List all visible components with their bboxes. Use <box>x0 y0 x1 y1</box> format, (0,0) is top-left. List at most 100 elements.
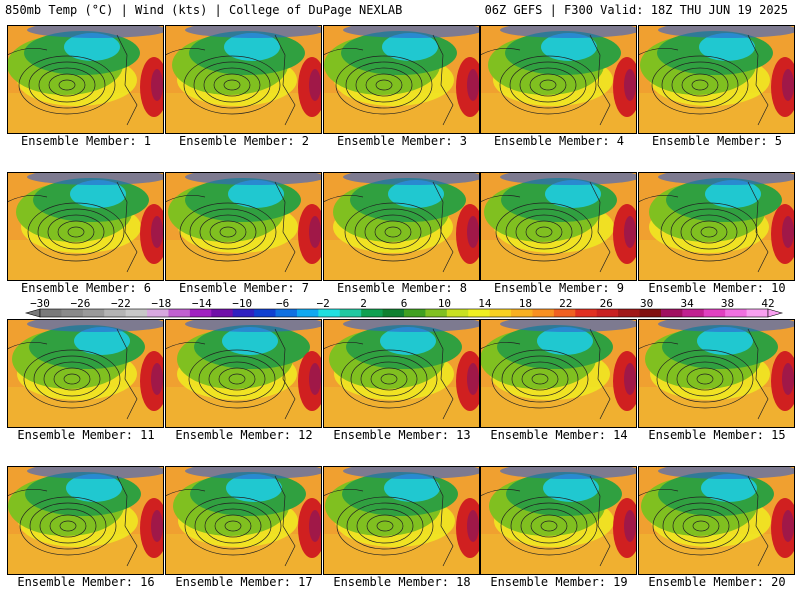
colorbar-swatch <box>553 309 576 317</box>
colorbar-tick-label: 26 <box>600 299 613 310</box>
colorbar-swatch <box>61 309 84 317</box>
ensemble-member-map <box>165 172 322 281</box>
ensemble-member-label: Ensemble Member: 3 <box>336 134 468 148</box>
colorbar-swatch <box>489 309 512 317</box>
temperature-map <box>165 172 322 281</box>
ensemble-member-map <box>7 466 164 575</box>
temperature-map <box>480 172 637 281</box>
colorbar-tick-label: 10 <box>438 299 451 310</box>
colorbar-swatch <box>125 309 148 317</box>
ensemble-member-label: Ensemble Member: 15 <box>648 428 786 442</box>
temperature-map <box>7 319 164 428</box>
ensemble-member-map <box>480 25 637 134</box>
colorbar-swatch <box>725 309 747 317</box>
temperature-map <box>323 172 480 281</box>
temperature-map <box>638 466 795 575</box>
colorbar-swatch <box>511 309 533 317</box>
temperature-map <box>480 319 637 428</box>
colorbar-swatch <box>318 309 341 317</box>
ensemble-member-label: Ensemble Member: 1 <box>20 134 152 148</box>
colorbar-swatch <box>211 309 234 317</box>
temperature-map <box>165 25 322 134</box>
header-title: 850mb Temp (°C) | Wind (kts) | College o… <box>5 3 403 17</box>
ensemble-member-label: Ensemble Member: 6 <box>20 281 152 295</box>
colorbar-tick-label: −6 <box>276 299 289 310</box>
colorbar-arrow-high <box>767 308 784 318</box>
colorbar-tick-label: −18 <box>151 299 171 310</box>
colorbar-swatch <box>147 309 169 317</box>
colorbar-tick-label: −2 <box>316 299 329 310</box>
ensemble-member-label: Ensemble Member: 14 <box>490 428 628 442</box>
ensemble-member-map <box>7 319 164 428</box>
colorbar-swatch <box>703 309 726 317</box>
ensemble-member-map <box>638 25 795 134</box>
ensemble-member-map <box>480 466 637 575</box>
colorbar-swatch <box>189 309 212 317</box>
colorbar-swatch <box>575 309 598 317</box>
ensemble-member-map <box>323 172 480 281</box>
colorbar-tick-label: −30 <box>30 299 50 310</box>
ensemble-member-label: Ensemble Member: 13 <box>333 428 471 442</box>
ensemble-member-label: Ensemble Member: 7 <box>178 281 310 295</box>
temperature-map <box>165 466 322 575</box>
temperature-map <box>7 466 164 575</box>
ensemble-member-map <box>323 319 480 428</box>
colorbar-tick-label: 34 <box>680 299 694 310</box>
colorbar-swatch <box>746 309 769 317</box>
colorbar-swatch <box>296 309 319 317</box>
colorbar-tick-label: −22 <box>111 299 131 310</box>
ensemble-member-map <box>165 25 322 134</box>
colorbar-tick-label: 14 <box>478 299 492 310</box>
colorbar-tick-label: −10 <box>232 299 252 310</box>
ensemble-member-label: Ensemble Member: 16 <box>17 575 155 589</box>
ensemble-member-label: Ensemble Member: 4 <box>493 134 625 148</box>
colorbar-tick-label: 38 <box>721 299 734 310</box>
colorbar-swatch <box>382 309 405 317</box>
ensemble-member-label: Ensemble Member: 11 <box>17 428 155 442</box>
colorbar-swatch <box>40 309 62 317</box>
colorbar-tick-label: 18 <box>519 299 532 310</box>
colorbar-swatch <box>660 309 683 317</box>
color-scale-bar: −30 −26 −22 −18 −14 −10 −6 −2 2 6 10 14 18 22 26 30 34 38… <box>24 299 784 318</box>
colorbar-tick-label: 2 <box>360 299 367 310</box>
temperature-map <box>638 319 795 428</box>
ensemble-member-map <box>7 25 164 134</box>
ensemble-member-label: Ensemble Member: 2 <box>178 134 310 148</box>
colorbar-swatch <box>254 309 276 317</box>
colorbar-swatch <box>168 309 191 317</box>
temperature-map <box>638 25 795 134</box>
colorbar-swatch <box>618 309 640 317</box>
colorbar-tick-label: 6 <box>401 299 408 310</box>
colorbar-swatch <box>275 309 298 317</box>
ensemble-member-map <box>638 172 795 281</box>
ensemble-member-map <box>323 466 480 575</box>
colorbar-swatch <box>361 309 383 317</box>
ensemble-member-map <box>165 319 322 428</box>
temperature-map <box>7 25 164 134</box>
colorbar-swatch <box>82 309 105 317</box>
colorbar-tick-label: −26 <box>71 299 91 310</box>
temperature-map <box>323 25 480 134</box>
colorbar-swatch <box>639 309 662 317</box>
ensemble-member-label: Ensemble Member: 17 <box>175 575 313 589</box>
temperature-map <box>480 25 637 134</box>
colorbar-swatch <box>425 309 448 317</box>
colorbar-swatch <box>404 309 426 317</box>
temperature-map <box>165 319 322 428</box>
header-run-info: 06Z GEFS | F300 Valid: 18Z THU JUN 19 20… <box>484 3 788 17</box>
colorbar-swatch <box>468 309 491 317</box>
ensemble-member-label: Ensemble Member: 18 <box>333 575 471 589</box>
ensemble-member-label: Ensemble Member: 19 <box>490 575 628 589</box>
colorbar-swatch <box>532 309 555 317</box>
temperature-map <box>323 319 480 428</box>
colorbar-swatch <box>682 309 705 317</box>
temperature-map <box>323 466 480 575</box>
temperature-map <box>480 466 637 575</box>
colorbar-tick-label: 42 <box>761 299 774 310</box>
ensemble-member-label: Ensemble Member: 8 <box>336 281 468 295</box>
temperature-map <box>7 172 164 281</box>
colorbar-tick-label: 30 <box>640 299 653 310</box>
colorbar-tick-label: 22 <box>559 299 572 310</box>
ensemble-member-map <box>480 172 637 281</box>
ensemble-member-label: Ensemble Member: 9 <box>493 281 625 295</box>
